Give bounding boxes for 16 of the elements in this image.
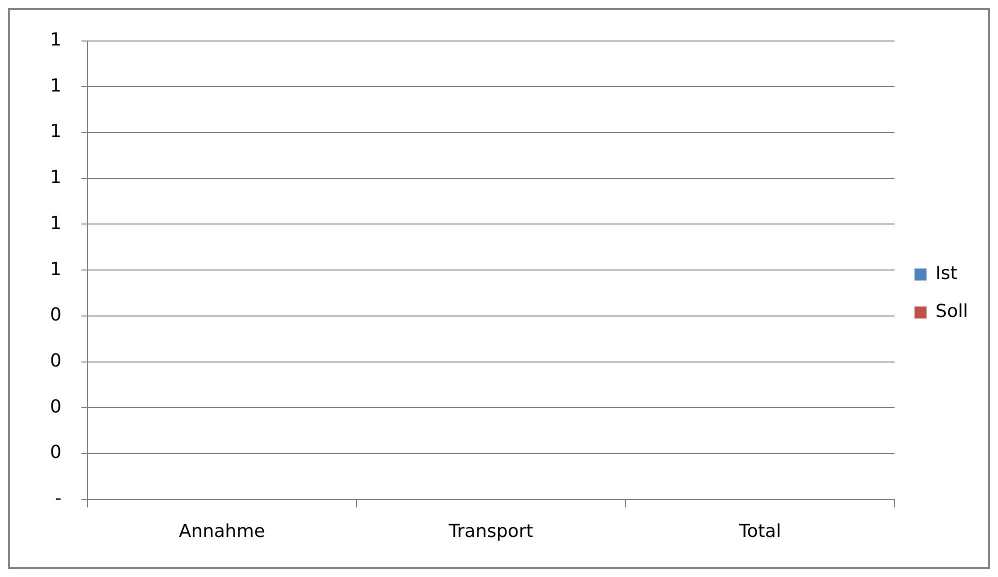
y-tick-label: 0 — [50, 396, 62, 418]
y-tick-label: 0 — [50, 442, 62, 464]
y-tick-label: 1 — [50, 258, 62, 280]
y-tick-label: 1 — [50, 29, 62, 50]
x-tick-label: Transport — [448, 520, 534, 542]
legend-label: Soll — [936, 301, 968, 322]
y-tick-label: 0 — [50, 350, 62, 372]
x-tick-label: Total — [738, 520, 782, 542]
y-tick-label: 1 — [50, 121, 62, 142]
y-tick-label: 1 — [50, 212, 62, 234]
y-tick-label: 1 — [50, 75, 62, 96]
legend-label: Ist — [936, 263, 958, 284]
y-tick-label: 0 — [50, 304, 62, 326]
x-tick-label: Annahme — [178, 520, 266, 542]
y-tick-label: 1 — [50, 167, 62, 188]
y-tick-label: - — [54, 488, 62, 510]
